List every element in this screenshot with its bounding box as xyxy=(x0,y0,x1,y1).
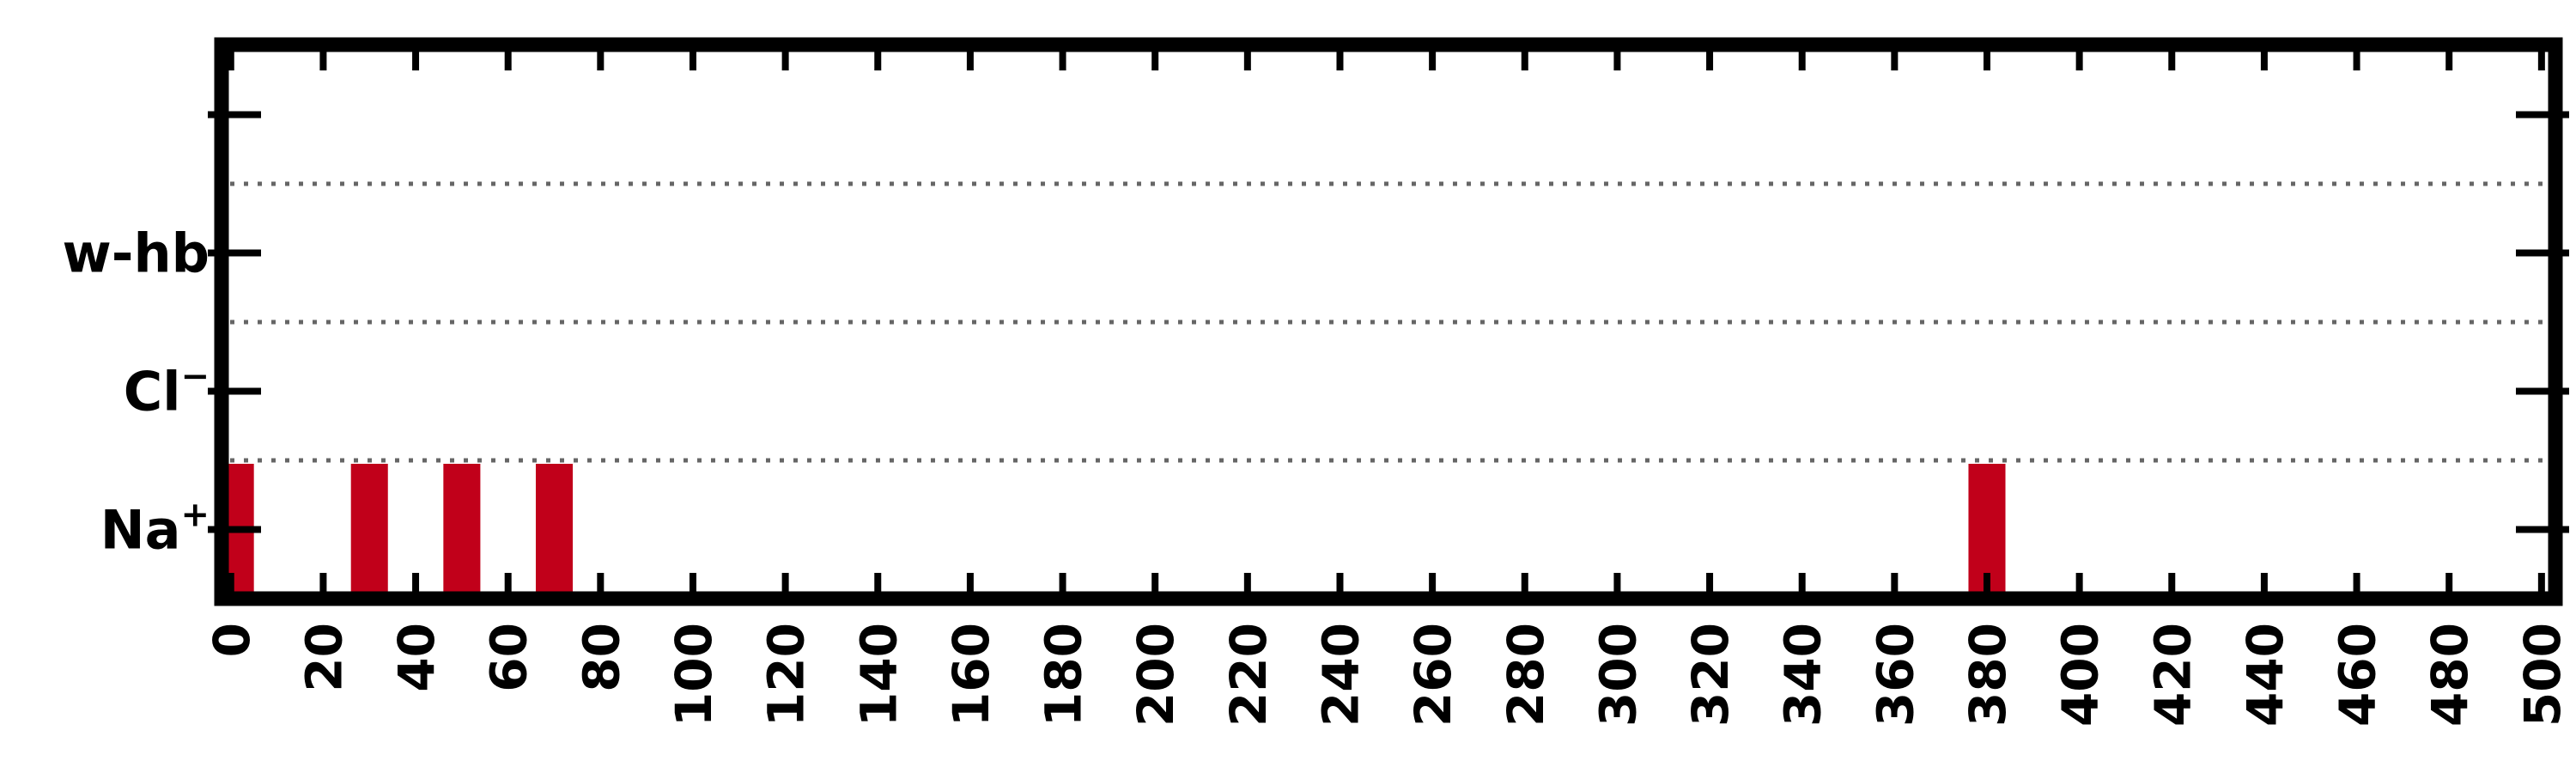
x-tick-label: 160 xyxy=(942,623,1000,727)
y-tick-label: Na+ xyxy=(100,496,210,562)
x-tick-label: 180 xyxy=(1035,623,1093,727)
bar xyxy=(443,464,481,599)
y-tick-label: Cl− xyxy=(124,357,210,423)
y-tick-label-text: Cl xyxy=(124,361,181,423)
x-tick-labels: 0 20 40 60 80 100 120 140 160 180 200 220 240 260 280 3… xyxy=(203,623,2572,727)
y-tick-label: w-hb xyxy=(62,222,210,285)
x-tick-label: 340 xyxy=(1774,623,1832,727)
bar xyxy=(350,464,388,599)
x-tick-label: 140 xyxy=(849,623,908,727)
y-tick-labels: Na+ Cl− w-hb xyxy=(62,222,210,562)
bar xyxy=(535,464,574,599)
x-tick-label: 360 xyxy=(1866,623,1924,727)
x-tick-label: 320 xyxy=(1681,623,1740,727)
plot-frame xyxy=(214,37,2563,606)
x-tick-label: 40 xyxy=(387,623,446,692)
x-tick-label: 260 xyxy=(1404,623,1462,727)
x-tick-label: 100 xyxy=(665,623,723,727)
x-tick-label: 380 xyxy=(1959,623,2017,727)
x-tick-label: 480 xyxy=(2421,623,2479,727)
grid-lines xyxy=(230,181,2547,463)
x-tick-label: 420 xyxy=(2143,623,2202,727)
x-tick-label: 220 xyxy=(1219,623,1278,727)
x-tick-label: 500 xyxy=(2513,623,2572,727)
x-tick-label: 0 xyxy=(203,623,261,657)
x-tick-label: 300 xyxy=(1589,623,1647,727)
y-tick-label-sup: − xyxy=(180,357,210,397)
x-tick-label: 400 xyxy=(2051,623,2110,727)
x-tick-label: 80 xyxy=(572,623,630,692)
y-tick-label-sup: + xyxy=(180,496,210,535)
y-tick-label-text: Na xyxy=(100,499,181,562)
x-tick-label: 200 xyxy=(1127,623,1185,727)
x-tick-label: 280 xyxy=(1497,623,1555,727)
x-tick-label: 460 xyxy=(2329,623,2387,727)
x-tick-label: 60 xyxy=(480,623,538,692)
x-tick-label: 20 xyxy=(295,623,353,692)
x-tick-label: 440 xyxy=(2236,623,2294,727)
x-tick-label: 240 xyxy=(1311,623,1370,727)
x-tick-label: 120 xyxy=(757,623,816,727)
y-tick-label-text: w-hb xyxy=(62,222,210,285)
bars xyxy=(216,464,2006,599)
